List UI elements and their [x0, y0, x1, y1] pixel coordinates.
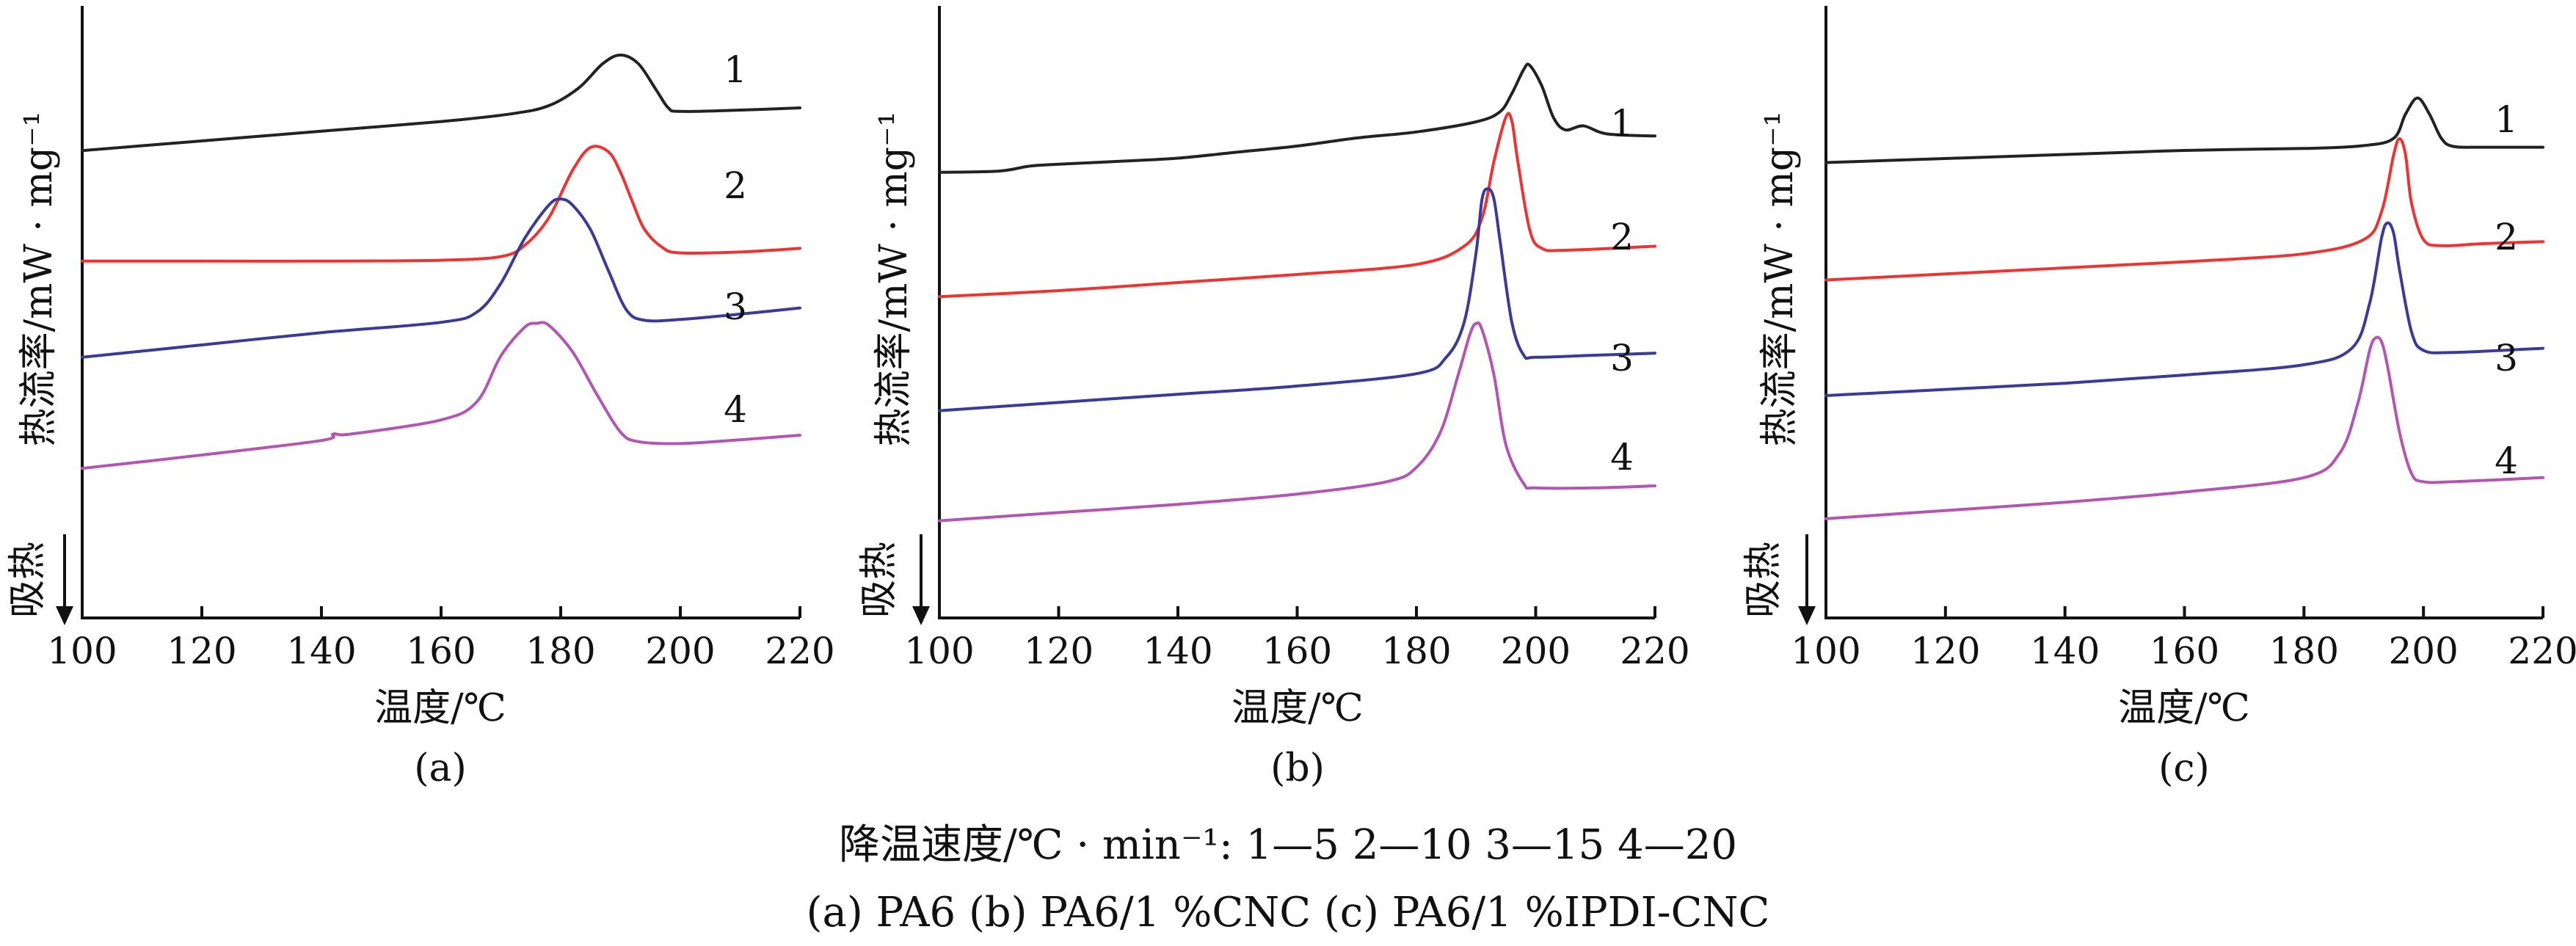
panel-b-series-1-label: 1 — [1610, 102, 1634, 145]
panel-b-series-3-label: 3 — [1610, 337, 1634, 379]
panel-a-xtick-label: 200 — [645, 630, 715, 672]
panel-c-xtick-label: 120 — [1910, 630, 1980, 672]
panel-b-endo-arrow-head — [912, 606, 930, 625]
panel-a-series-4-label: 4 — [724, 388, 747, 431]
panel-a: 100 120 140 160 180 200 220 1 2 3 4 热流率/mW · mg⁻¹… — [6, 6, 835, 790]
panel-c-axes — [1824, 6, 2543, 619]
panel-c-caption: (c) — [2158, 746, 2210, 790]
panel-c-series-3-line — [1824, 221, 2544, 397]
panel-a-series-2-label: 2 — [724, 164, 747, 207]
panel-a-xlabel: 温度/℃ — [374, 686, 506, 730]
panel-a-series-4-line — [81, 321, 801, 470]
panel-c-series-4-line — [1824, 335, 2544, 520]
panel-a-caption: (a) — [414, 746, 467, 790]
panel-a-series-3-label: 3 — [724, 285, 747, 328]
panel-b-series-4-line — [938, 321, 1656, 523]
panel-c-xtick-label: 180 — [2269, 630, 2339, 672]
panel-b-series-3-line — [938, 187, 1656, 412]
panel-c-ticks: 100 120 140 160 180 200 220 — [1791, 606, 2576, 672]
panel-a-xtick-label: 120 — [167, 630, 236, 672]
panel-c-xtick-label: 220 — [2508, 630, 2576, 672]
panel-c-xtick-label: 140 — [2030, 630, 2100, 672]
panel-a-axes — [81, 6, 800, 619]
panel-a-xtick-label: 220 — [765, 630, 834, 672]
panel-b-xlabel: 温度/℃ — [1231, 686, 1364, 730]
panel-a-series-1-label: 1 — [724, 48, 747, 91]
panel-a-series-1-line — [81, 54, 801, 153]
panel-b-xtick-label: 100 — [904, 630, 974, 672]
panel-b: 100 120 140 160 180 200 220 1 2 3 4 热流率/mW · mg⁻¹… — [857, 6, 1690, 790]
panel-c-xlabel: 温度/℃ — [2118, 686, 2250, 730]
panel-b-xtick-label: 160 — [1262, 630, 1332, 672]
panel-b-endo-label: 吸热 — [857, 542, 901, 618]
panel-c-ylabel: 热流率/mW · mg⁻¹ — [1758, 112, 1802, 447]
panel-b-series-4-label: 4 — [1610, 436, 1634, 479]
panel-b-xtick-label: 120 — [1024, 630, 1094, 672]
panel-a-ticks: 100 120 140 160 180 200 220 — [47, 606, 835, 672]
panel-b-ticks: 100 120 140 160 180 200 220 — [904, 606, 1690, 672]
panel-b-xtick-label: 180 — [1381, 630, 1451, 672]
panel-b-xtick-label: 200 — [1501, 630, 1571, 672]
panel-a-xtick-label: 160 — [406, 630, 476, 672]
panel-b-xtick-label: 220 — [1620, 630, 1689, 672]
panel-a-series-3-line — [81, 197, 801, 359]
panel-c-xtick-label: 160 — [2150, 630, 2219, 672]
panel-c-xtick-label: 200 — [2388, 630, 2458, 672]
panel-b-ylabel: 热流率/mW · mg⁻¹ — [872, 112, 916, 447]
panel-c-xtick-label: 100 — [1791, 630, 1860, 672]
panel-c-endo-arrow-head — [1798, 606, 1816, 625]
panel-c-series-4-label: 4 — [2495, 440, 2518, 482]
panel-c-curves: 1 2 3 4 — [1824, 96, 2544, 520]
panel-a-ylabel: 热流率/mW · mg⁻¹ — [17, 112, 61, 447]
panel-c-series-1-label: 1 — [2495, 98, 2518, 141]
panel-c-series-1-line — [1824, 96, 2544, 164]
legend-samples: (a) PA6 (b) PA6/1 %CNC (c) PA6/1 %IPDI-C… — [807, 889, 1770, 936]
panel-a-series-2-line — [81, 145, 801, 263]
panel-b-xtick-label: 140 — [1143, 630, 1212, 672]
panel-b-caption: (b) — [1270, 746, 1325, 790]
legend-cooling-rate: 降温速度/℃ · min⁻¹: 1—5 2—10 3—15 4—20 — [839, 821, 1737, 869]
panel-c-series-2-line — [1824, 137, 2544, 282]
panel-a-xtick-label: 180 — [525, 630, 595, 672]
panel-c-series-3-label: 3 — [2495, 337, 2518, 379]
panel-b-series-1-line — [938, 62, 1656, 174]
panel-c-endo-label: 吸热 — [1742, 542, 1786, 618]
panel-a-curves: 1 2 3 4 — [81, 48, 801, 470]
panel-a-endo-arrow-head — [56, 606, 73, 625]
panel-b-series-2-line — [938, 112, 1656, 299]
panel-c: 100 120 140 160 180 200 220 1 2 3 4 热流率/mW · mg⁻¹… — [1742, 6, 2576, 790]
panel-a-endo-label: 吸热 — [6, 542, 50, 618]
panel-a-xtick-label: 100 — [47, 630, 117, 672]
panel-a-xtick-label: 140 — [286, 630, 356, 672]
panel-b-series-2-label: 2 — [1610, 216, 1634, 258]
panel-b-curves: 1 2 3 4 — [938, 62, 1656, 523]
panel-c-series-2-label: 2 — [2495, 216, 2518, 258]
